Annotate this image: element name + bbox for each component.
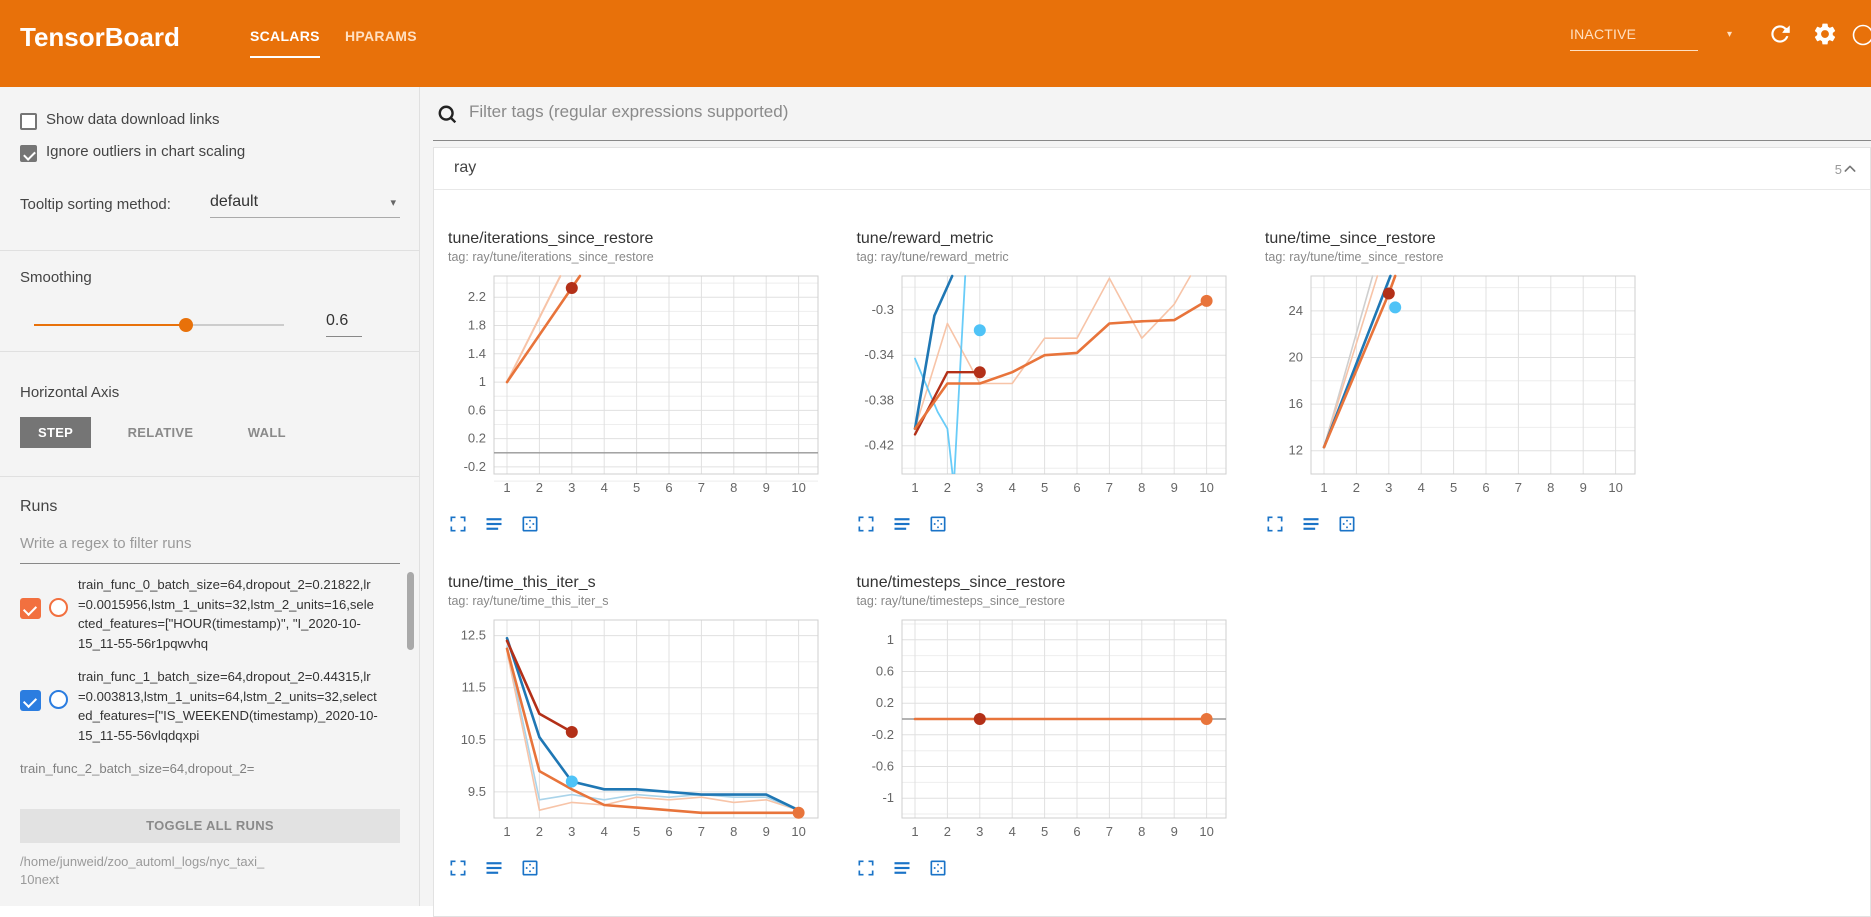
svg-text:8: 8 <box>1139 480 1146 495</box>
svg-text:2: 2 <box>1353 480 1360 495</box>
svg-text:-0.38: -0.38 <box>865 393 895 408</box>
svg-text:1: 1 <box>912 824 919 839</box>
svg-text:8: 8 <box>730 480 737 495</box>
svg-text:7: 7 <box>1106 824 1113 839</box>
svg-text:4: 4 <box>1009 824 1016 839</box>
svg-text:24: 24 <box>1288 303 1302 318</box>
svg-text:9: 9 <box>763 480 770 495</box>
svg-text:1: 1 <box>503 824 510 839</box>
svg-text:2: 2 <box>944 824 951 839</box>
svg-text:0.2: 0.2 <box>876 695 894 710</box>
svg-text:4: 4 <box>1417 480 1424 495</box>
svg-text:9: 9 <box>1579 480 1586 495</box>
svg-text:10: 10 <box>1608 480 1622 495</box>
svg-text:-1: -1 <box>883 790 895 805</box>
svg-text:5: 5 <box>1450 480 1457 495</box>
svg-text:0.6: 0.6 <box>468 402 486 417</box>
svg-text:5: 5 <box>633 480 640 495</box>
svg-text:3: 3 <box>568 480 575 495</box>
svg-text:5: 5 <box>633 824 640 839</box>
svg-text:7: 7 <box>1515 480 1522 495</box>
svg-text:0.6: 0.6 <box>876 664 894 679</box>
svg-text:-0.2: -0.2 <box>464 459 486 474</box>
svg-text:-0.42: -0.42 <box>865 438 895 453</box>
svg-text:-0.2: -0.2 <box>872 727 894 742</box>
svg-text:3: 3 <box>1385 480 1392 495</box>
svg-text:9: 9 <box>1171 480 1178 495</box>
svg-text:1: 1 <box>479 374 486 389</box>
svg-text:4: 4 <box>601 824 608 839</box>
svg-text:1.8: 1.8 <box>468 318 486 333</box>
svg-text:0.2: 0.2 <box>468 431 486 446</box>
svg-text:9: 9 <box>1171 824 1178 839</box>
svg-text:10: 10 <box>1200 824 1214 839</box>
svg-text:-0.34: -0.34 <box>865 347 895 362</box>
svg-text:6: 6 <box>1074 824 1081 839</box>
svg-text:5: 5 <box>1041 480 1048 495</box>
svg-text:20: 20 <box>1288 350 1302 365</box>
svg-text:8: 8 <box>1139 824 1146 839</box>
svg-text:8: 8 <box>730 824 737 839</box>
svg-text:3: 3 <box>977 824 984 839</box>
svg-text:1: 1 <box>1320 480 1327 495</box>
svg-text:2.2: 2.2 <box>468 289 486 304</box>
svg-text:6: 6 <box>1482 480 1489 495</box>
svg-text:7: 7 <box>698 480 705 495</box>
svg-text:4: 4 <box>601 480 608 495</box>
svg-text:6: 6 <box>665 824 672 839</box>
svg-text:6: 6 <box>665 480 672 495</box>
svg-text:3: 3 <box>977 480 984 495</box>
svg-text:3: 3 <box>568 824 575 839</box>
svg-text:11.5: 11.5 <box>462 680 486 695</box>
svg-text:16: 16 <box>1288 396 1302 411</box>
svg-text:6: 6 <box>1074 480 1081 495</box>
svg-text:10: 10 <box>1200 480 1214 495</box>
svg-text:12: 12 <box>1288 443 1302 458</box>
svg-text:10: 10 <box>791 824 805 839</box>
svg-text:2: 2 <box>536 824 543 839</box>
svg-text:-0.3: -0.3 <box>872 302 894 317</box>
svg-text:2: 2 <box>536 480 543 495</box>
svg-text:9.5: 9.5 <box>468 784 486 799</box>
svg-text:2: 2 <box>944 480 951 495</box>
svg-text:1: 1 <box>503 480 510 495</box>
svg-text:1: 1 <box>912 480 919 495</box>
svg-text:8: 8 <box>1547 480 1554 495</box>
svg-text:1: 1 <box>887 632 894 647</box>
svg-text:12.5: 12.5 <box>461 628 486 643</box>
svg-text:7: 7 <box>698 824 705 839</box>
svg-text:10.5: 10.5 <box>461 732 486 747</box>
svg-text:-0.6: -0.6 <box>872 759 894 774</box>
svg-text:9: 9 <box>763 824 770 839</box>
svg-text:7: 7 <box>1106 480 1113 495</box>
svg-text:5: 5 <box>1041 824 1048 839</box>
svg-text:4: 4 <box>1009 480 1016 495</box>
svg-text:1.4: 1.4 <box>468 346 486 361</box>
svg-text:10: 10 <box>791 480 805 495</box>
